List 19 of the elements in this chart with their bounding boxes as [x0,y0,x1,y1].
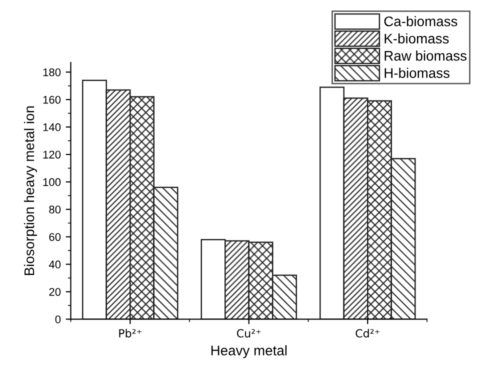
legend-label: H-biomass [384,68,450,78]
y-axis-title: Biosorption heavy metal ion [24,106,37,275]
x-axis-title: Heavy metal [211,345,287,358]
y-tick-label: 0 [55,315,61,324]
y-tick-label: 20 [49,288,61,296]
y-tick-label: 120 [43,150,61,159]
legend-label: K-biomass [384,33,449,44]
x-tick-label: Cd²⁺ [356,328,380,338]
y-tick-label: 100 [43,178,61,186]
y-tick-label: 180 [43,68,61,76]
x-tick-label: Pb²⁺ [119,328,142,338]
x-tick-label: Cu²⁺ [236,329,261,338]
y-tick-label: 40 [48,260,61,268]
legend-label: Raw biomass [384,50,466,61]
y-tick-label: 140 [43,123,61,132]
y-tick-label: 80 [49,206,61,214]
legend-label: Ca-biomass [384,16,458,26]
y-tick-label: 160 [43,96,61,104]
y-tick-label: 60 [49,233,61,241]
